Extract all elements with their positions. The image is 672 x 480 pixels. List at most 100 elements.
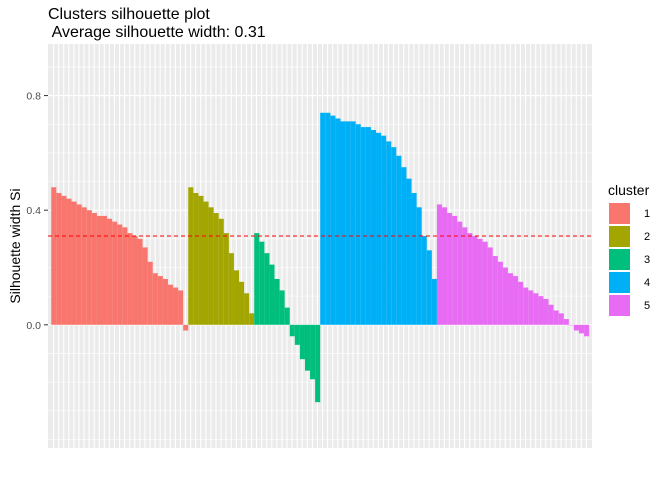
- silhouette-bar-cluster-4: [365, 127, 371, 325]
- legend: cluster 1 2 3 4 5: [608, 182, 668, 317]
- silhouette-bar-cluster-4: [355, 124, 361, 325]
- legend-key: [608, 202, 631, 225]
- silhouette-bar-cluster-4: [386, 141, 392, 325]
- silhouette-bar-cluster-3: [315, 324, 321, 403]
- silhouette-bar-cluster-5: [513, 276, 519, 325]
- silhouette-bar-cluster-3: [274, 278, 280, 325]
- silhouette-bar-cluster-5: [573, 324, 580, 331]
- silhouette-bar-cluster-4: [431, 278, 437, 325]
- y-axis-label: Silhouette width Si: [7, 188, 23, 303]
- silhouette-bar-cluster-5: [528, 290, 534, 325]
- silhouette-bar-cluster-5: [584, 324, 590, 337]
- legend-key: [608, 248, 631, 271]
- silhouette-bar-cluster-1: [173, 287, 179, 325]
- silhouette-bar-cluster-1: [76, 204, 82, 325]
- silhouette-bar-cluster-4: [401, 167, 407, 325]
- silhouette-bar-cluster-1: [183, 324, 189, 331]
- silhouette-bar-cluster-2: [239, 281, 245, 325]
- silhouette-bar-cluster-1: [142, 247, 148, 325]
- silhouette-bar-cluster-4: [421, 235, 427, 325]
- legend-items: 1 2 3 4 5: [608, 202, 668, 317]
- silhouette-bar-cluster-3: [279, 290, 285, 325]
- silhouette-bar-cluster-1: [112, 221, 118, 325]
- legend-item-cluster-3: 3: [608, 248, 668, 271]
- legend-label: 2: [644, 230, 651, 243]
- silhouette-bar-cluster-3: [304, 324, 311, 371]
- silhouette-bar-cluster-3: [299, 324, 305, 360]
- silhouette-bar-cluster-4: [335, 118, 341, 325]
- silhouette-bar-cluster-4: [360, 127, 366, 325]
- legend-key: [608, 271, 631, 294]
- silhouette-bar-cluster-4: [381, 135, 387, 325]
- silhouette-bar-cluster-5: [502, 267, 508, 325]
- silhouette-bar-cluster-4: [325, 112, 331, 325]
- legend-title: cluster: [608, 182, 650, 198]
- legend-label: 4: [644, 276, 651, 289]
- silhouette-bar-cluster-2: [203, 201, 209, 325]
- silhouette-bar-cluster-3: [254, 233, 260, 325]
- silhouette-bar-cluster-5: [558, 313, 564, 325]
- silhouette-bar-cluster-1: [86, 210, 92, 325]
- silhouette-bar-cluster-1: [167, 284, 174, 325]
- silhouette-bar-cluster-4: [396, 155, 402, 325]
- silhouette-bar-cluster-5: [497, 261, 503, 325]
- silhouette-bar-cluster-1: [132, 235, 138, 325]
- silhouette-bar-cluster-4: [320, 112, 326, 325]
- silhouette-bar-cluster-2: [188, 187, 194, 325]
- silhouette-bar-cluster-5: [492, 256, 498, 325]
- silhouette-bar-cluster-5: [462, 227, 468, 325]
- y-tick-label: 0.0: [26, 320, 41, 332]
- legend-label: 3: [644, 253, 651, 266]
- silhouette-bar-cluster-3: [284, 307, 290, 325]
- silhouette-bar-cluster-4: [411, 192, 417, 325]
- legend-key: [608, 294, 631, 317]
- silhouette-bar-cluster-3: [310, 324, 316, 380]
- silhouette-bar-cluster-1: [122, 227, 128, 325]
- silhouette-bar-cluster-4: [376, 132, 382, 325]
- silhouette-bar-cluster-4: [426, 250, 432, 325]
- chart-subtitle: Average silhouette width: 0.31: [48, 24, 266, 41]
- silhouette-bar-cluster-1: [152, 273, 158, 325]
- silhouette-bar-cluster-2: [213, 213, 219, 325]
- y-tick-label: 0.4: [26, 205, 41, 217]
- silhouette-bar-cluster-5: [553, 310, 559, 325]
- silhouette-bar-cluster-4: [330, 115, 336, 325]
- silhouette-bar-cluster-4: [340, 121, 346, 325]
- silhouette-bar-cluster-5: [507, 273, 514, 325]
- silhouette-bar-cluster-1: [96, 215, 102, 325]
- silhouette-bar-cluster-1: [178, 290, 184, 325]
- silhouette-bar-cluster-5: [436, 204, 442, 325]
- silhouette-bar-cluster-1: [162, 278, 168, 325]
- silhouette-bar-cluster-5: [472, 235, 478, 325]
- silhouette-bar-cluster-3: [289, 324, 295, 337]
- silhouette-bar-cluster-5: [467, 233, 473, 325]
- silhouette-bar-cluster-5: [538, 296, 544, 325]
- axis-layer: 0.0 0.4 0.8 Silhouette width Si: [7, 91, 48, 332]
- silhouette-bar-cluster-5: [543, 299, 549, 325]
- silhouette-bar-cluster-2: [228, 253, 234, 325]
- silhouette-bar-cluster-4: [350, 121, 356, 325]
- silhouette-bar-cluster-2: [208, 207, 214, 325]
- silhouette-bar-cluster-3: [264, 253, 270, 325]
- silhouette-bar-cluster-1: [127, 233, 133, 325]
- silhouette-bar-cluster-1: [51, 187, 57, 325]
- silhouette-bar-cluster-1: [101, 215, 108, 325]
- silhouette-bar-cluster-1: [117, 224, 123, 325]
- y-tick-label: 0.8: [26, 91, 41, 103]
- silhouette-bar-cluster-5: [533, 293, 539, 325]
- silhouette-bar-cluster-1: [61, 195, 67, 325]
- silhouette-bar-cluster-2: [193, 192, 199, 325]
- silhouette-bar-cluster-1: [71, 201, 77, 325]
- silhouette-bar-cluster-5: [482, 241, 488, 325]
- legend-item-cluster-4: 4: [608, 271, 668, 294]
- silhouette-bar-cluster-3: [259, 241, 265, 325]
- silhouette-bar-cluster-5: [548, 304, 554, 325]
- silhouette-bar-cluster-5: [579, 324, 585, 334]
- chart-title: Clusters silhouette plot: [48, 6, 210, 23]
- silhouette-bar-cluster-1: [147, 261, 153, 325]
- silhouette-bar-cluster-5: [452, 215, 458, 325]
- silhouette-bar-cluster-5: [457, 221, 463, 325]
- silhouette-bar-cluster-2: [244, 293, 250, 325]
- silhouette-bar-cluster-1: [157, 276, 163, 325]
